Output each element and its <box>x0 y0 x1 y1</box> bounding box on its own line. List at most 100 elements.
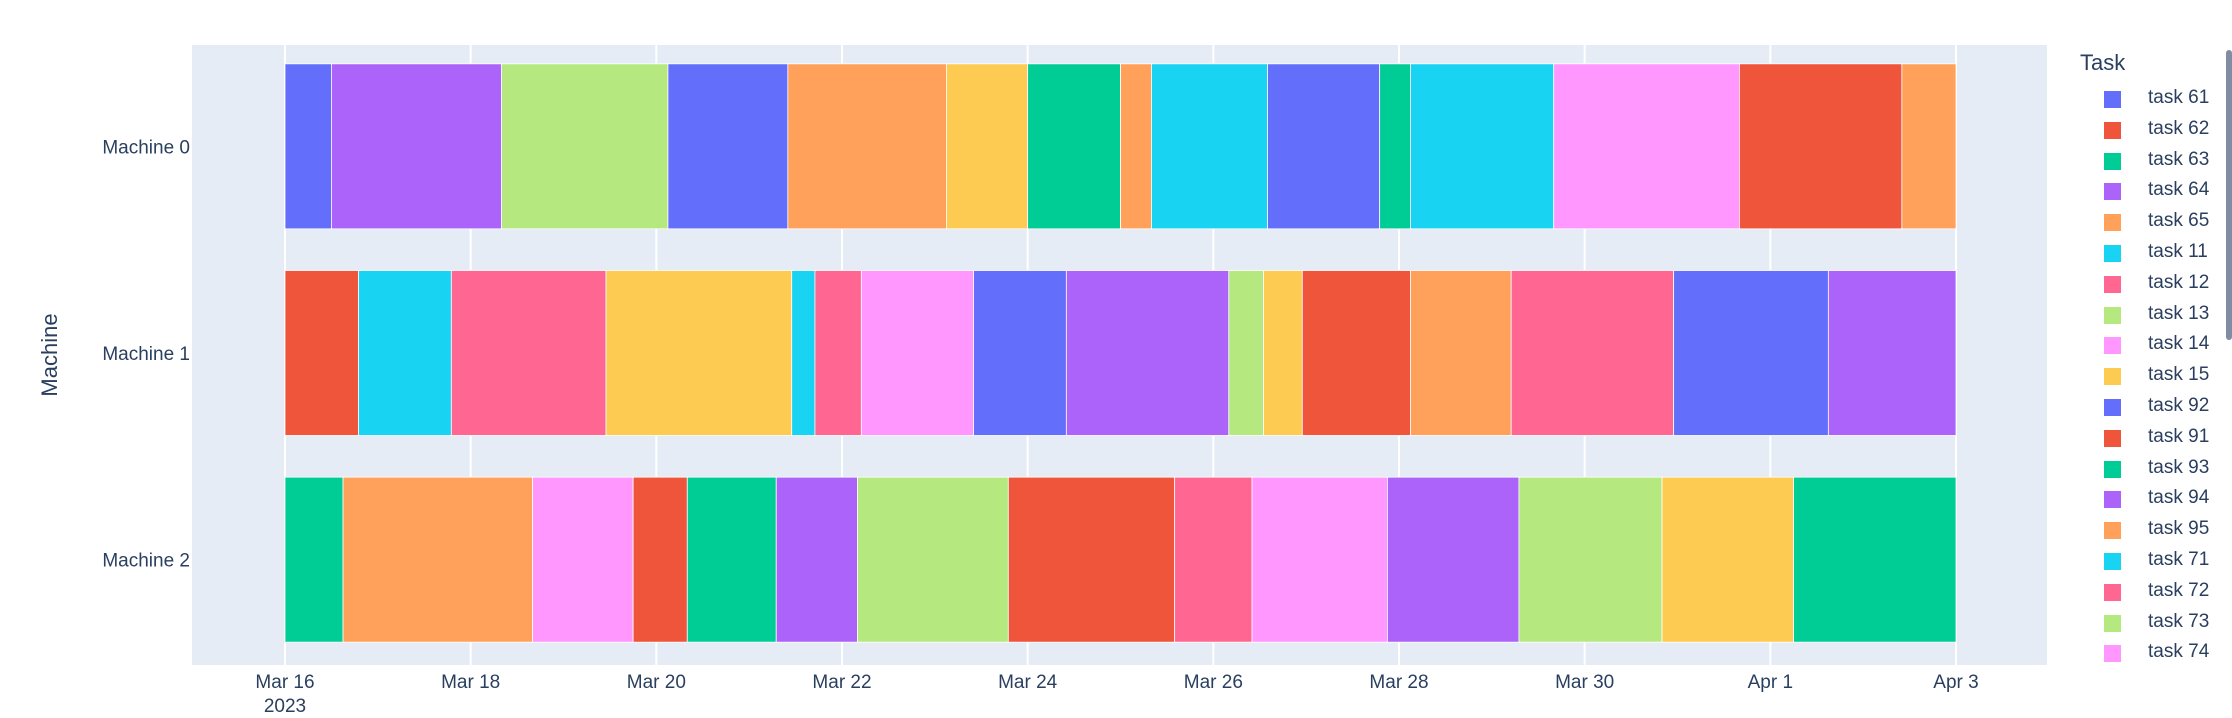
task-bar[interactable] <box>284 63 332 230</box>
task-bar[interactable] <box>501 63 669 230</box>
task-bar[interactable] <box>358 270 452 436</box>
task-bar[interactable] <box>973 270 1067 436</box>
task-bar[interactable] <box>1007 476 1176 643</box>
task-bar[interactable] <box>1738 63 1903 230</box>
task-bar[interactable] <box>532 476 634 643</box>
x-tick-label: Apr 3 <box>1933 672 1978 693</box>
x-tick-label: Mar 22 <box>812 672 871 693</box>
task-bar[interactable] <box>605 270 793 436</box>
task-bar[interactable] <box>1510 270 1675 436</box>
task-bar[interactable] <box>1673 270 1829 436</box>
legend-label: task 63 <box>2148 148 2210 170</box>
task-bar[interactable] <box>860 270 974 436</box>
legend-label: task 13 <box>2148 302 2210 324</box>
legend-swatch <box>2104 152 2121 170</box>
task-bar[interactable] <box>1553 63 1740 230</box>
legend-label: task 95 <box>2148 518 2210 540</box>
task-bar[interactable] <box>1251 476 1388 643</box>
legend-swatch <box>2104 91 2121 108</box>
x-tick-label: Mar 30 <box>1555 672 1614 693</box>
task-bar[interactable] <box>632 476 688 643</box>
task-bar[interactable] <box>1301 270 1412 436</box>
legend-item[interactable]: task 12 <box>2080 269 2220 299</box>
task-bar[interactable] <box>450 270 607 436</box>
legend-swatch <box>2104 460 2121 478</box>
legend-item[interactable]: task 63 <box>2080 146 2220 176</box>
task-bar[interactable] <box>667 63 789 230</box>
task-bar[interactable] <box>284 476 344 643</box>
legend-swatch <box>2104 583 2121 601</box>
legend-swatch <box>2104 491 2121 509</box>
y-tick-label: Machine 1 <box>102 344 190 365</box>
legend-swatch <box>2104 121 2121 139</box>
task-bar[interactable] <box>1065 270 1230 436</box>
task-bar[interactable] <box>1120 63 1152 230</box>
legend-item[interactable]: task 92 <box>2080 392 2220 422</box>
task-bar[interactable] <box>814 270 862 436</box>
legend-item[interactable]: task 95 <box>2080 515 2220 545</box>
task-bar[interactable] <box>946 63 1029 230</box>
task-bar[interactable] <box>1263 270 1303 436</box>
task-bar[interactable] <box>1901 63 1957 230</box>
legend-label: task 92 <box>2148 395 2210 416</box>
legend-item[interactable]: task 72 <box>2080 577 2220 607</box>
task-bar[interactable] <box>857 476 1009 643</box>
task-bar[interactable] <box>686 476 777 643</box>
legend-item[interactable]: task 73 <box>2080 608 2220 638</box>
legend-item[interactable]: task 91 <box>2080 423 2220 453</box>
task-bar[interactable] <box>1151 63 1268 230</box>
task-bar[interactable] <box>1228 270 1265 436</box>
task-bar[interactable] <box>1827 270 1957 436</box>
legend-item[interactable]: task 15 <box>2080 361 2220 391</box>
task-bar[interactable] <box>1661 476 1794 643</box>
task-bar[interactable] <box>1379 63 1412 230</box>
x-tick-label: Mar 24 <box>998 672 1058 693</box>
legend-swatch <box>2104 645 2121 663</box>
task-bar[interactable] <box>1410 63 1555 230</box>
legend-item[interactable]: task 74 <box>2080 638 2220 668</box>
x-tick-label: Mar 28 <box>1369 672 1428 693</box>
task-bar[interactable] <box>1518 476 1663 643</box>
legend-swatch <box>2104 214 2121 232</box>
legend-swatch <box>2104 429 2121 447</box>
y-axis-ticks: Machine 0 Machine 1 Machine 2 <box>102 137 190 571</box>
x-tick-label: Mar 26 <box>1184 672 1243 693</box>
legend-item[interactable]: task 11 <box>2080 238 2220 268</box>
x-tick-label: Mar 18 <box>441 672 500 693</box>
legend-item[interactable]: task 65 <box>2080 207 2220 237</box>
legend-item[interactable]: task 62 <box>2080 115 2220 145</box>
task-bar[interactable] <box>284 270 359 436</box>
legend-swatch <box>2104 368 2121 386</box>
task-bar[interactable] <box>331 63 503 230</box>
legend-item[interactable]: task 94 <box>2080 484 2220 514</box>
task-bar[interactable] <box>791 270 816 436</box>
legend-label: task 71 <box>2148 549 2210 570</box>
legend-item[interactable]: task 14 <box>2080 330 2220 360</box>
legend-item[interactable]: task 64 <box>2080 176 2220 206</box>
legend-swatch <box>2104 399 2121 416</box>
task-bar[interactable] <box>1174 476 1253 643</box>
task-bar[interactable] <box>1027 63 1121 230</box>
legend-item[interactable]: task 61 <box>2080 84 2220 114</box>
task-bar[interactable] <box>1410 270 1512 436</box>
task-bar[interactable] <box>787 63 947 230</box>
legend-item[interactable]: task 71 <box>2080 546 2220 576</box>
x-axis-ticks: Mar 16 Mar 18 Mar 20 Mar 22 Mar 24 Mar 26 Mar … <box>255 672 1978 717</box>
task-bar[interactable] <box>1267 63 1381 230</box>
legend: Task task 61 task 62 task 63 task 64 task 65… <box>2080 50 2232 670</box>
legend-item[interactable]: task 13 <box>2080 300 2220 330</box>
legend-title: Task <box>2080 50 2126 75</box>
legend-label: task 11 <box>2148 241 2208 262</box>
legend-swatch <box>2104 183 2121 201</box>
task-bar[interactable] <box>775 476 858 643</box>
legend-label: task 91 <box>2148 425 2210 447</box>
task-bar[interactable] <box>1793 476 1957 643</box>
legend-scrollbar[interactable] <box>2226 50 2232 340</box>
task-bar[interactable] <box>1386 476 1520 643</box>
x-tick-label: Mar 20 <box>627 672 686 693</box>
legend-item[interactable]: task 93 <box>2080 454 2220 484</box>
task-bar[interactable] <box>342 476 533 643</box>
legend-swatch <box>2104 337 2121 355</box>
legend-label: task 15 <box>2148 364 2210 386</box>
y-axis-title: Machine <box>37 313 62 396</box>
